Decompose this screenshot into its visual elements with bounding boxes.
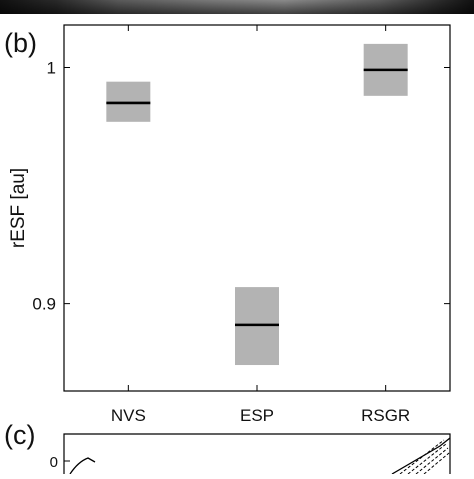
panel-a-image-shade bbox=[0, 0, 474, 14]
boxes bbox=[106, 43, 408, 366]
x-axis-ticks: NVS ESP RSGR bbox=[111, 25, 410, 425]
panel-c-label: (c) bbox=[4, 420, 35, 450]
x-tick-label: ESP bbox=[240, 406, 274, 425]
panel-c-curve-right bbox=[391, 437, 451, 475]
panel-c-curve-left bbox=[69, 457, 96, 475]
x-tick-label: NVS bbox=[111, 406, 146, 425]
y-tick-label: 0.9 bbox=[32, 295, 56, 314]
panel-c-ytick-label: 0 bbox=[50, 454, 58, 471]
panel-c-frame bbox=[63, 433, 451, 474]
x-tick-label: RSGR bbox=[361, 406, 410, 425]
panel-b-label: (b) bbox=[4, 28, 37, 58]
y-axis-ticks: 0.91 bbox=[32, 59, 450, 314]
y-tick-label: 1 bbox=[47, 59, 56, 78]
y-axis-label: rESF [au] bbox=[8, 168, 29, 248]
